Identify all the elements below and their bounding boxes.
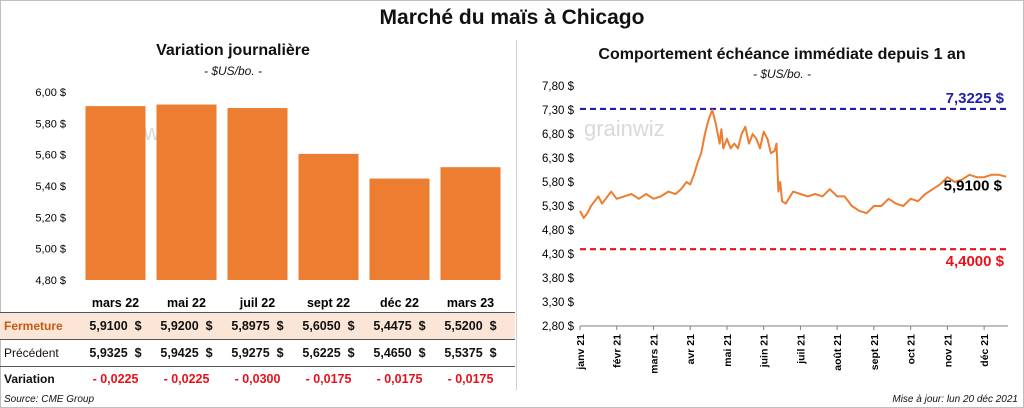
bar-category-label: juil 22: [239, 296, 275, 310]
bar-x-axis: mars 22 mai 22 juil 22 sept 22 déc 22 mars 23: [92, 296, 494, 310]
line-x-axis: janv 21 févr 21 mars 21 avr 21 mai 21 juin 21…: [575, 325, 1008, 374]
price-line: [579, 109, 1007, 219]
table-cell: 5,5200 $: [444, 319, 497, 333]
bar-y-tick-label: 4,80 $: [35, 275, 66, 287]
line-y-tick-label: 7,30 $: [542, 105, 575, 117]
x-tick-label: avr 21: [685, 334, 697, 365]
bar-series: [85, 104, 501, 281]
line-y-axis: 2,80 $ 3,30 $ 3,80 $ 4,30 $ 4,80 $ 5,30 $ 5,80…: [542, 81, 575, 333]
bar-category-label: mai 22: [167, 296, 206, 310]
table-cell: 5,6225 $: [302, 346, 355, 360]
reference-lines: 7,3225 $ 4,4000 $: [580, 90, 1008, 270]
line-y-tick-label: 4,30 $: [542, 249, 575, 261]
bar-category-label: déc 22: [380, 296, 419, 310]
bar-2: [156, 104, 217, 281]
row-variation: Variation - 0,0225 - 0,0225 - 0,0300 - 0,01…: [0, 366, 515, 392]
x-tick-label: févr 21: [612, 334, 624, 368]
table-cell: - 0,0300: [234, 372, 281, 386]
x-tick-label: juin 21: [759, 334, 771, 368]
table-cell: 5,9200 $: [160, 319, 213, 333]
line-y-tick-label: 3,30 $: [542, 297, 575, 309]
bar-1: [85, 106, 146, 280]
x-tick-label: août 21: [832, 334, 844, 371]
table-cell: 5,4475 $: [373, 319, 426, 333]
bar-y-tick-label: 5,00 $: [35, 244, 66, 256]
right-panel-unit: - $US/bo. -: [752, 67, 812, 81]
x-tick-label: déc 21: [979, 334, 991, 367]
line-y-tick-label: 5,80 $: [542, 177, 575, 189]
table-cell: 5,9100 $: [89, 319, 142, 333]
bar-category-label: mars 23: [447, 296, 494, 310]
left-panel-unit: - $US/bo. -: [203, 64, 263, 78]
panel-divider: [516, 40, 517, 390]
bar-6: [440, 167, 501, 280]
bar-5: [369, 178, 430, 280]
bar-y-axis: 4,80 $ 5,00 $ 5,20 $ 5,40 $ 5,60 $ 5,80 $ 6,00…: [35, 87, 66, 287]
row-precedent: Précédent 5,9325 $ 5,9425 $ 5,9275 $ 5,6225…: [0, 339, 515, 367]
low-reference-label: 4,4000 $: [946, 253, 1005, 270]
bar-3: [227, 108, 288, 280]
line-series: 5,9100 $: [579, 109, 1007, 219]
row-label-precedent: Précédent: [4, 346, 59, 360]
table-cell: 5,8975 $: [231, 319, 284, 333]
table-cell: 5,9275 $: [231, 346, 284, 360]
line-y-tick-label: 2,80 $: [542, 321, 575, 333]
line-y-tick-label: 5,30 $: [542, 201, 575, 213]
bar-y-tick-label: 5,20 $: [35, 212, 66, 224]
table-cell: - 0,0175: [305, 372, 352, 386]
table-cell: 5,9325 $: [89, 346, 142, 360]
table-cell: - 0,0225: [163, 372, 210, 386]
x-tick-label: oct 21: [906, 334, 918, 365]
bar-category-label: sept 22: [307, 296, 350, 310]
table-cell: - 0,0225: [92, 372, 139, 386]
table-cell: 5,9425 $: [160, 346, 213, 360]
table-cell: - 0,0175: [376, 372, 423, 386]
update-note: Mise à jour: lun 20 déc 2021: [892, 394, 1018, 405]
x-tick-label: sept 21: [869, 334, 881, 370]
watermark-text-right: grainwiz: [584, 116, 665, 141]
table-cell: 5,6050 $: [302, 319, 355, 333]
x-tick-label: nov 21: [942, 334, 954, 367]
line-chart: grainwiz 2,80 $ 3,30 $ 3,80 $ 4,30 $ 4,80 $ 5…: [542, 81, 1008, 374]
line-y-tick-label: 7,80 $: [542, 81, 575, 93]
right-panel-title: Comportement échéance immédiate depuis 1…: [598, 46, 966, 63]
left-panel-title: Variation journalière: [156, 42, 310, 59]
bar-y-tick-label: 5,40 $: [35, 181, 66, 193]
line-y-tick-label: 3,80 $: [542, 273, 575, 285]
source-note: Source: CME Group: [4, 394, 95, 405]
row-fermeture: Fermeture 5,9100 $ 5,9200 $ 5,8975 $ 5,6050…: [0, 312, 515, 339]
row-label-fermeture: Fermeture: [4, 319, 63, 333]
bar-y-tick-label: 5,60 $: [35, 150, 66, 162]
line-y-tick-label: 6,80 $: [542, 129, 575, 141]
last-value-label: 5,9100 $: [944, 178, 1003, 195]
x-tick-label: juil 21: [795, 334, 807, 365]
table-cell: - 0,0175: [447, 372, 494, 386]
x-tick-label: mars 21: [648, 334, 660, 374]
table-cell: 5,4650 $: [373, 346, 426, 360]
line-y-tick-label: 4,80 $: [542, 225, 575, 237]
bar-category-label: mars 22: [92, 296, 139, 310]
line-y-tick-label: 6,30 $: [542, 153, 575, 165]
bar-chart: grainwiz 4,80 $5,00 $5,20 $5,40 $5,60 $5…: [35, 87, 501, 310]
bar-4: [298, 153, 359, 280]
x-tick-label: janv 21: [575, 334, 587, 371]
bar-y-tick-label: 6,00 $: [35, 87, 66, 99]
row-label-variation: Variation: [4, 372, 55, 386]
bar-y-tick-label: 5,80 $: [35, 118, 66, 130]
x-tick-label: mai 21: [722, 334, 734, 367]
high-reference-label: 7,3225 $: [946, 90, 1005, 107]
table-cell: 5,5375 $: [444, 346, 497, 360]
main-title: Marché du maïs à Chicago: [379, 6, 645, 29]
